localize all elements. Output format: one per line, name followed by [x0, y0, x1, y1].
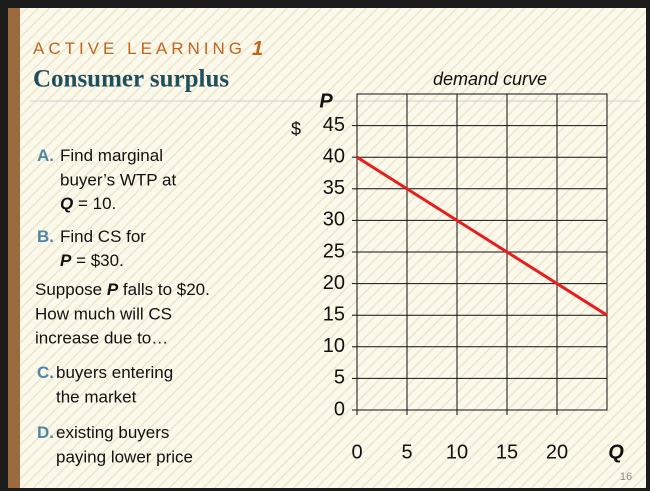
- kicker-text: ACTIVE LEARNING: [33, 39, 246, 58]
- y-tick-label: 30: [323, 209, 345, 231]
- y-tick-label: 25: [323, 240, 345, 262]
- text: buyers entering: [56, 363, 173, 382]
- x-tick-label: 5: [401, 441, 412, 463]
- chart-title: demand curve: [433, 69, 547, 89]
- item-b: P = $30.: [60, 251, 124, 270]
- y-tick-label: 20: [323, 272, 345, 294]
- y-tick-label: 35: [323, 177, 345, 199]
- text: existing buyers: [56, 423, 169, 442]
- item-c: C. buyers entering: [37, 363, 173, 382]
- item-a: Q = 10.: [60, 194, 116, 213]
- question: increase due to…: [35, 328, 168, 347]
- text: Suppose: [35, 280, 107, 299]
- item-d: paying lower price: [56, 447, 193, 466]
- y-tick-label: 45: [323, 114, 345, 136]
- x-axis-label: Q: [608, 441, 624, 463]
- y-tick-label: 15: [323, 303, 345, 325]
- label: B.: [37, 227, 54, 246]
- y-tick-label: 40: [323, 145, 345, 167]
- label: A.: [37, 146, 54, 165]
- y-tick-label: 5: [334, 367, 345, 389]
- text: = 10.: [73, 194, 116, 213]
- item-c: the market: [56, 387, 137, 406]
- background: [8, 8, 646, 488]
- text: Find CS for: [60, 227, 146, 246]
- label: C.: [37, 363, 54, 382]
- text: Find marginal: [60, 146, 163, 165]
- kicker-num: 1: [252, 38, 267, 60]
- kicker: ACTIVE LEARNING 1: [33, 38, 267, 60]
- var: P: [107, 280, 119, 299]
- x-tick-label: 0: [351, 441, 362, 463]
- label: D.: [37, 423, 54, 442]
- item-b: B. Find CS for: [37, 227, 146, 246]
- y-axis-label: P: [319, 90, 333, 112]
- slide-title: Consumer surplus: [33, 66, 229, 93]
- x-tick-label: 20: [546, 441, 568, 463]
- question: How much will CS: [35, 304, 172, 323]
- item-a: buyer’s WTP at: [60, 170, 176, 189]
- var: Q: [60, 194, 73, 213]
- y-tick-label: 0: [334, 398, 345, 420]
- text: = $30.: [71, 251, 123, 270]
- x-tick-label: 10: [446, 441, 468, 463]
- y-unit: $: [291, 119, 301, 139]
- text: falls to $20.: [118, 280, 210, 299]
- page-number: 16: [620, 471, 632, 483]
- y-tick-label: 10: [323, 335, 345, 357]
- item-a: A. Find marginal: [37, 146, 163, 165]
- var: P: [60, 251, 72, 270]
- side-bar: [8, 8, 20, 488]
- question: Suppose P falls to $20.: [35, 280, 210, 299]
- x-tick-label: 15: [496, 441, 518, 463]
- demand-line: [356, 155, 608, 317]
- item-d: D. existing buyers: [37, 423, 169, 442]
